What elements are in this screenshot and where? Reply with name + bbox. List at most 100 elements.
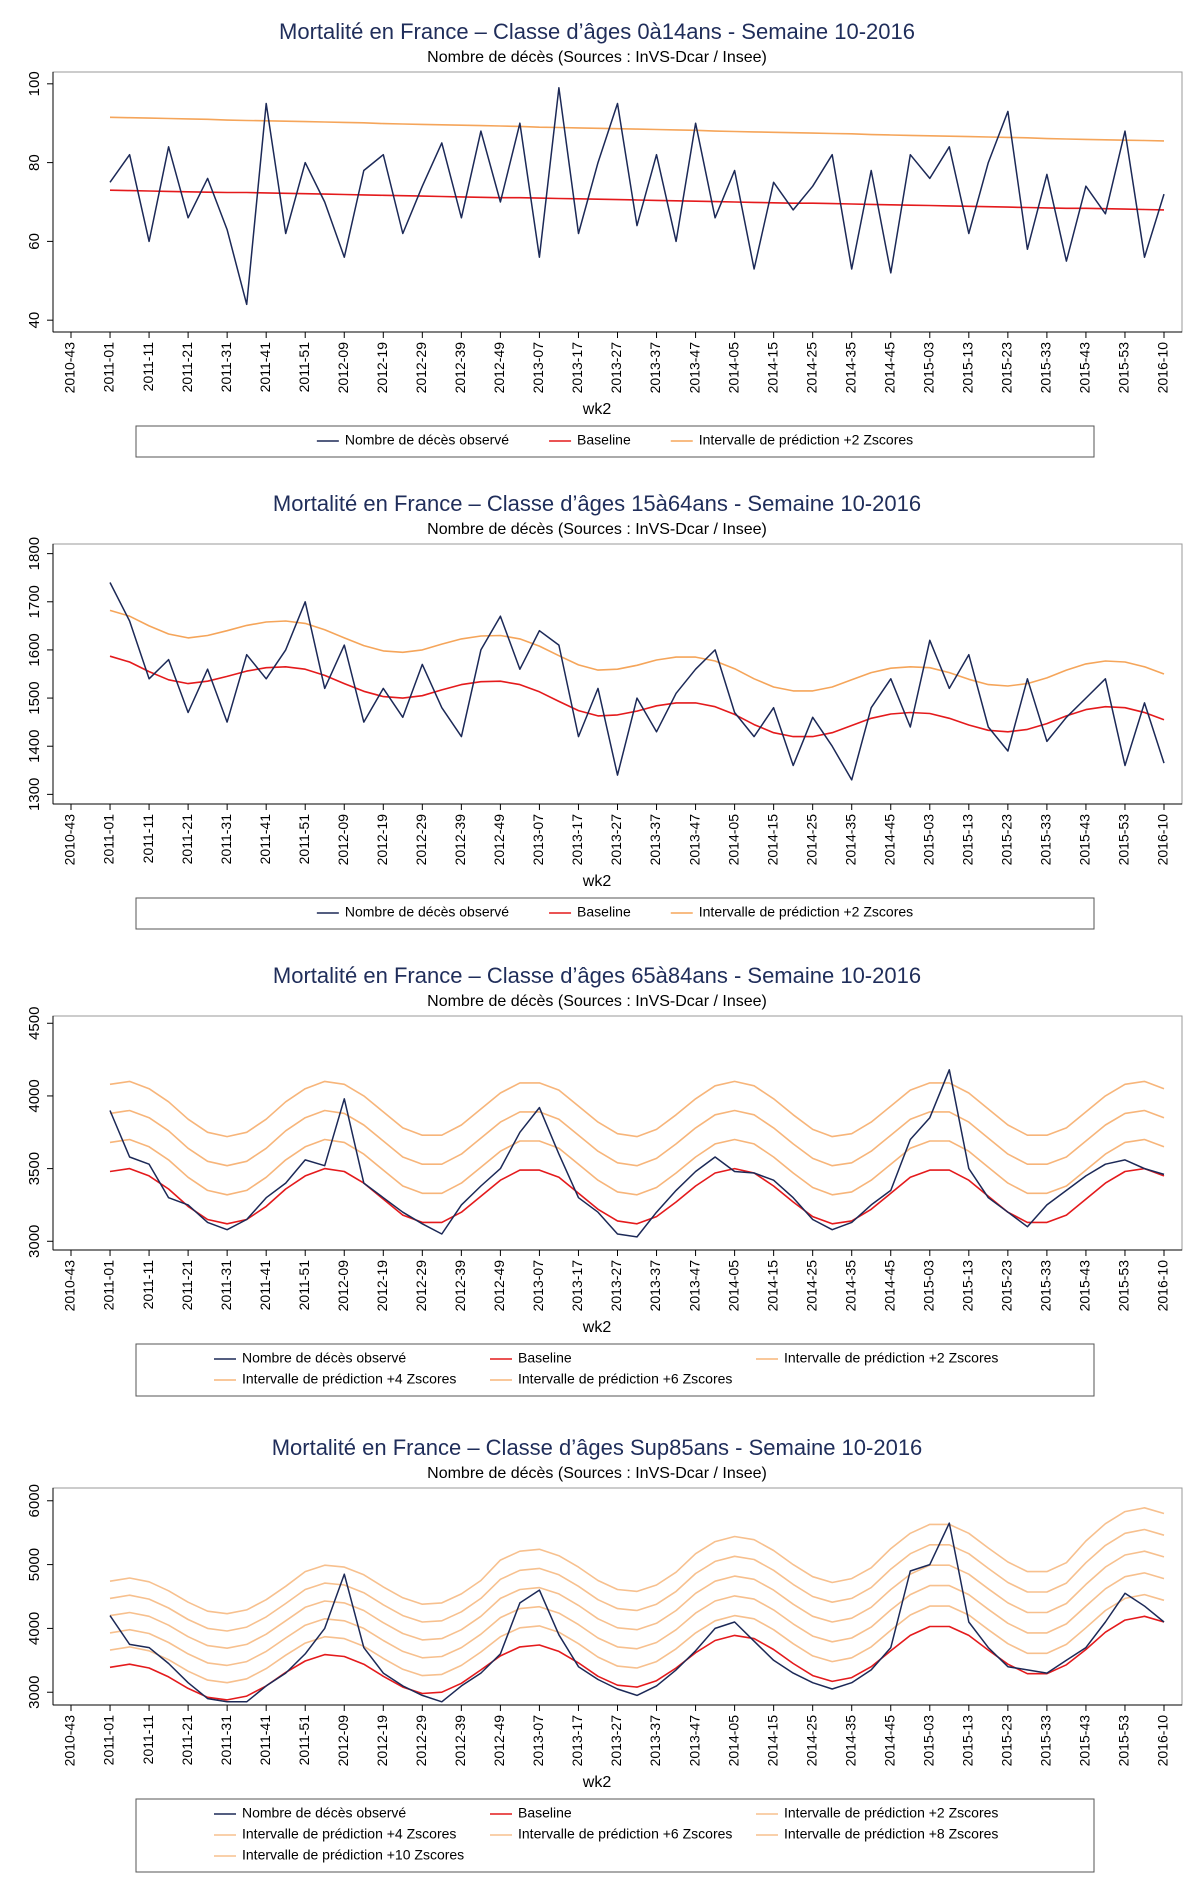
legend-label: Nombre de décès observé — [242, 1805, 406, 1821]
x-tick-label: 2013-07 — [530, 1715, 546, 1767]
x-tick-label: 2013-47 — [686, 342, 702, 394]
x-tick-label: 2010-43 — [62, 342, 78, 394]
x-tick-label: 2012-09 — [335, 1715, 351, 1767]
series-line — [109, 189, 1165, 211]
legend-item: Intervalle de prédiction +10 Zscores — [214, 1847, 464, 1863]
x-tick-label: 2013-27 — [608, 814, 624, 866]
x-tick-label: 2013-07 — [530, 342, 546, 394]
legend-item: Intervalle de prédiction +8 Zscores — [756, 1826, 998, 1842]
x-tick-label: 2013-27 — [608, 1715, 624, 1767]
x-tick-label: 2012-39 — [452, 342, 468, 394]
x-tick-label: 2011-31 — [218, 1715, 234, 1766]
x-tick-label: 2015-13 — [960, 1715, 976, 1767]
legend-item: Intervalle de prédiction +2 Zscores — [756, 1805, 998, 1821]
y-tick-label: 4500 — [26, 1007, 43, 1040]
x-tick-label: 2016-10 — [1155, 342, 1171, 394]
legend-label: Baseline — [518, 1805, 572, 1821]
x-tick-label: 2011-11 — [140, 1715, 156, 1765]
x-tick-label: 2014-25 — [803, 814, 819, 866]
x-tick-label: 2012-29 — [413, 1715, 429, 1767]
legend-label: Baseline — [577, 432, 631, 448]
plot-frame — [52, 1487, 1183, 1706]
legend-item: Intervalle de prédiction +4 Zscores — [214, 1826, 456, 1842]
legend-label: Intervalle de prédiction +4 Zscores — [242, 1826, 456, 1842]
x-tick-label: 2012-49 — [491, 1260, 507, 1312]
x-tick-label: 2013-17 — [569, 1715, 585, 1767]
legend-item: Intervalle de prédiction +2 Zscores — [670, 904, 913, 920]
legend-item: Baseline — [490, 1805, 572, 1821]
chart-panel: Mortalité en France – Classe d’âges 65à8… — [26, 963, 1183, 1397]
x-tick-label: 2011-21 — [179, 1715, 195, 1766]
x-tick-label: 2015-23 — [999, 814, 1015, 866]
x-tick-label: 2011-31 — [218, 814, 234, 865]
x-tick-label: 2015-53 — [1116, 342, 1132, 394]
x-tick-label: 2015-43 — [1077, 1260, 1093, 1312]
legend-label: Intervalle de prédiction +2 Zscores — [784, 1350, 998, 1366]
chart-panel: Mortalité en France – Classe d’âges 15à6… — [26, 491, 1183, 930]
x-tick-label: 2011-01 — [101, 1260, 117, 1311]
chart-title: Mortalité en France – Classe d’âges 15à6… — [273, 491, 921, 516]
x-tick-label: 2014-35 — [842, 1715, 858, 1767]
legend-label: Intervalle de prédiction +4 Zscores — [242, 1371, 456, 1387]
x-tick-label: 2016-10 — [1155, 1715, 1171, 1767]
x-tick-label: 2015-03 — [920, 342, 936, 394]
x-tick-label: 2014-05 — [725, 1715, 741, 1767]
x-tick-label: 2013-37 — [647, 814, 663, 866]
chart-subtitle: Nombre de décès (Sources : InVS-Dcar / I… — [427, 49, 767, 66]
y-tick-label: 1700 — [26, 585, 43, 618]
x-tick-label: 2013-37 — [647, 1260, 663, 1312]
x-tick-label: 2014-15 — [764, 1260, 780, 1312]
y-tick-label: 1400 — [26, 730, 43, 763]
x-tick-label: 2012-29 — [413, 342, 429, 394]
y-tick-label: 3000 — [26, 1225, 43, 1258]
x-tick-label: 2012-09 — [335, 342, 351, 394]
legend-item: Nombre de décès observé — [214, 1350, 406, 1366]
chart-subtitle: Nombre de décès (Sources : InVS-Dcar / I… — [427, 521, 767, 538]
chart-subtitle: Nombre de décès (Sources : InVS-Dcar / I… — [427, 993, 767, 1010]
series-line — [109, 1507, 1165, 1615]
x-axis-label: wk2 — [582, 401, 612, 418]
x-tick-label: 2011-31 — [218, 342, 234, 393]
x-tick-label: 2013-17 — [569, 1260, 585, 1312]
x-tick-label: 2015-23 — [999, 1260, 1015, 1312]
legend-label: Nombre de décès observé — [242, 1350, 406, 1366]
chart-title: Mortalité en France – Classe d’âges 65à8… — [273, 963, 921, 988]
series-line — [109, 116, 1165, 142]
x-tick-label: 2011-01 — [101, 814, 117, 865]
x-tick-label: 2013-27 — [608, 1260, 624, 1312]
x-tick-label: 2013-37 — [647, 342, 663, 394]
x-tick-label: 2012-39 — [452, 1260, 468, 1312]
x-tick-label: 2011-41 — [257, 1715, 273, 1766]
x-tick-label: 2010-43 — [62, 814, 78, 866]
x-tick-label: 2014-15 — [764, 342, 780, 394]
x-tick-label: 2010-43 — [62, 1260, 78, 1312]
x-tick-label: 2012-49 — [491, 342, 507, 394]
y-tick-label: 4000 — [26, 1612, 43, 1645]
x-tick-label: 2015-33 — [1038, 1260, 1054, 1312]
x-tick-label: 2014-05 — [725, 1260, 741, 1312]
legend-item: Intervalle de prédiction +4 Zscores — [214, 1371, 456, 1387]
y-tick-label: 4000 — [26, 1079, 43, 1112]
x-tick-label: 2011-51 — [296, 1260, 312, 1311]
x-tick-label: 2011-41 — [257, 1260, 273, 1311]
x-tick-label: 2013-07 — [530, 814, 546, 866]
series-line — [109, 582, 1165, 781]
x-tick-label: 2011-51 — [296, 342, 312, 393]
legend-label: Intervalle de prédiction +2 Zscores — [699, 432, 913, 448]
x-tick-label: 2015-03 — [920, 814, 936, 866]
legend-label: Intervalle de prédiction +8 Zscores — [784, 1826, 998, 1842]
x-tick-label: 2011-51 — [296, 1715, 312, 1766]
x-tick-label: 2013-17 — [569, 814, 585, 866]
x-tick-label: 2014-25 — [803, 342, 819, 394]
x-tick-label: 2015-33 — [1038, 1715, 1054, 1767]
x-tick-label: 2015-03 — [920, 1260, 936, 1312]
x-tick-label: 2013-27 — [608, 342, 624, 394]
x-tick-label: 2016-10 — [1155, 814, 1171, 866]
legend-label: Intervalle de prédiction +2 Zscores — [699, 904, 913, 920]
legend-label: Intervalle de prédiction +6 Zscores — [518, 1826, 732, 1842]
series-line — [109, 87, 1165, 306]
x-tick-label: 2014-45 — [881, 342, 897, 394]
x-tick-label: 2012-09 — [335, 814, 351, 866]
legend-label: Nombre de décès observé — [345, 432, 509, 448]
